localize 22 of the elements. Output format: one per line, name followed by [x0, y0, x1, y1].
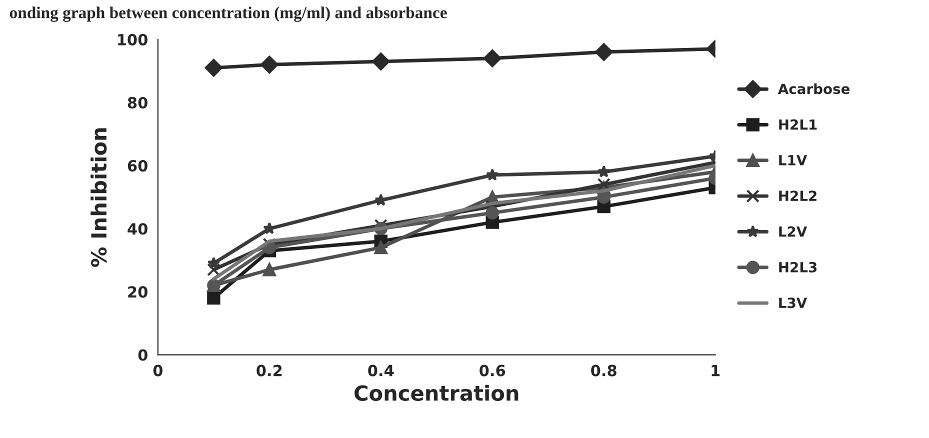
x-tick-label: 0.2	[256, 364, 282, 376]
legend-label: L1V	[779, 155, 808, 166]
x-tick-label: 1	[712, 364, 720, 376]
y-tick-label: 80	[128, 96, 148, 109]
y-tick-label: 20	[128, 286, 148, 298]
y-tick-label: 40	[128, 223, 148, 235]
x-axis-title: Concentration	[354, 384, 518, 401]
legend-label: H2L3	[779, 262, 817, 272]
chart-title: onding graph between concentration (mg/ml) and absorbance	[10, 6, 447, 22]
x-tick-label: 0.8	[591, 364, 616, 376]
y-axis-title: % Inhibition	[90, 128, 107, 267]
y-tick-label: 0	[138, 349, 148, 361]
legend-label: H2L1	[779, 119, 817, 130]
x-tick-label: 0	[153, 364, 163, 376]
legend-label: Acarbose	[778, 83, 850, 94]
legend-label: H2L2	[779, 190, 816, 201]
x-tick-label: 0.4	[368, 364, 394, 376]
y-tick-label: 100	[118, 34, 148, 46]
legend-label: L3V	[779, 298, 808, 308]
x-tick-label: 0.6	[480, 364, 506, 376]
legend-label: L2V	[779, 226, 808, 237]
y-tick-label: 60	[128, 160, 148, 172]
